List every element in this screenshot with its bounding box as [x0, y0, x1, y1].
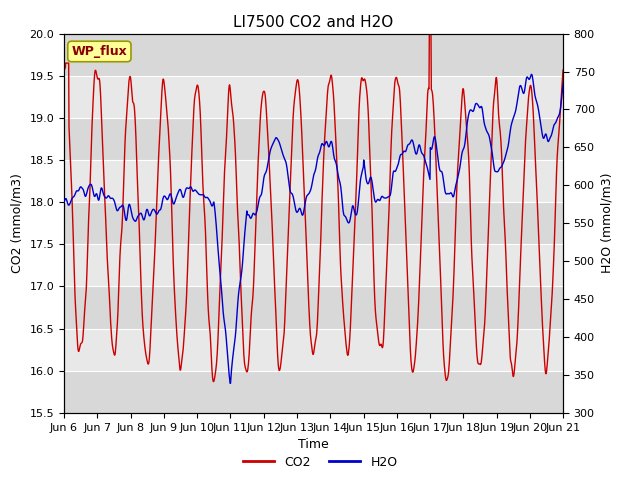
Y-axis label: H2O (mmol/m3): H2O (mmol/m3) [600, 173, 613, 274]
Bar [64, 328, 563, 371]
Title: LI7500 CO2 and H2O: LI7500 CO2 and H2O [234, 15, 394, 30]
X-axis label: Time: Time [298, 438, 329, 451]
Bar [64, 160, 563, 202]
Bar [64, 371, 563, 413]
Bar [64, 244, 563, 287]
Bar [64, 287, 563, 328]
Bar [64, 76, 563, 118]
Legend: CO2, H2O: CO2, H2O [237, 451, 403, 474]
Text: WP_flux: WP_flux [72, 45, 127, 58]
Y-axis label: CO2 (mmol/m3): CO2 (mmol/m3) [11, 173, 24, 273]
Bar [64, 202, 563, 244]
Bar [64, 118, 563, 160]
Bar [64, 34, 563, 76]
